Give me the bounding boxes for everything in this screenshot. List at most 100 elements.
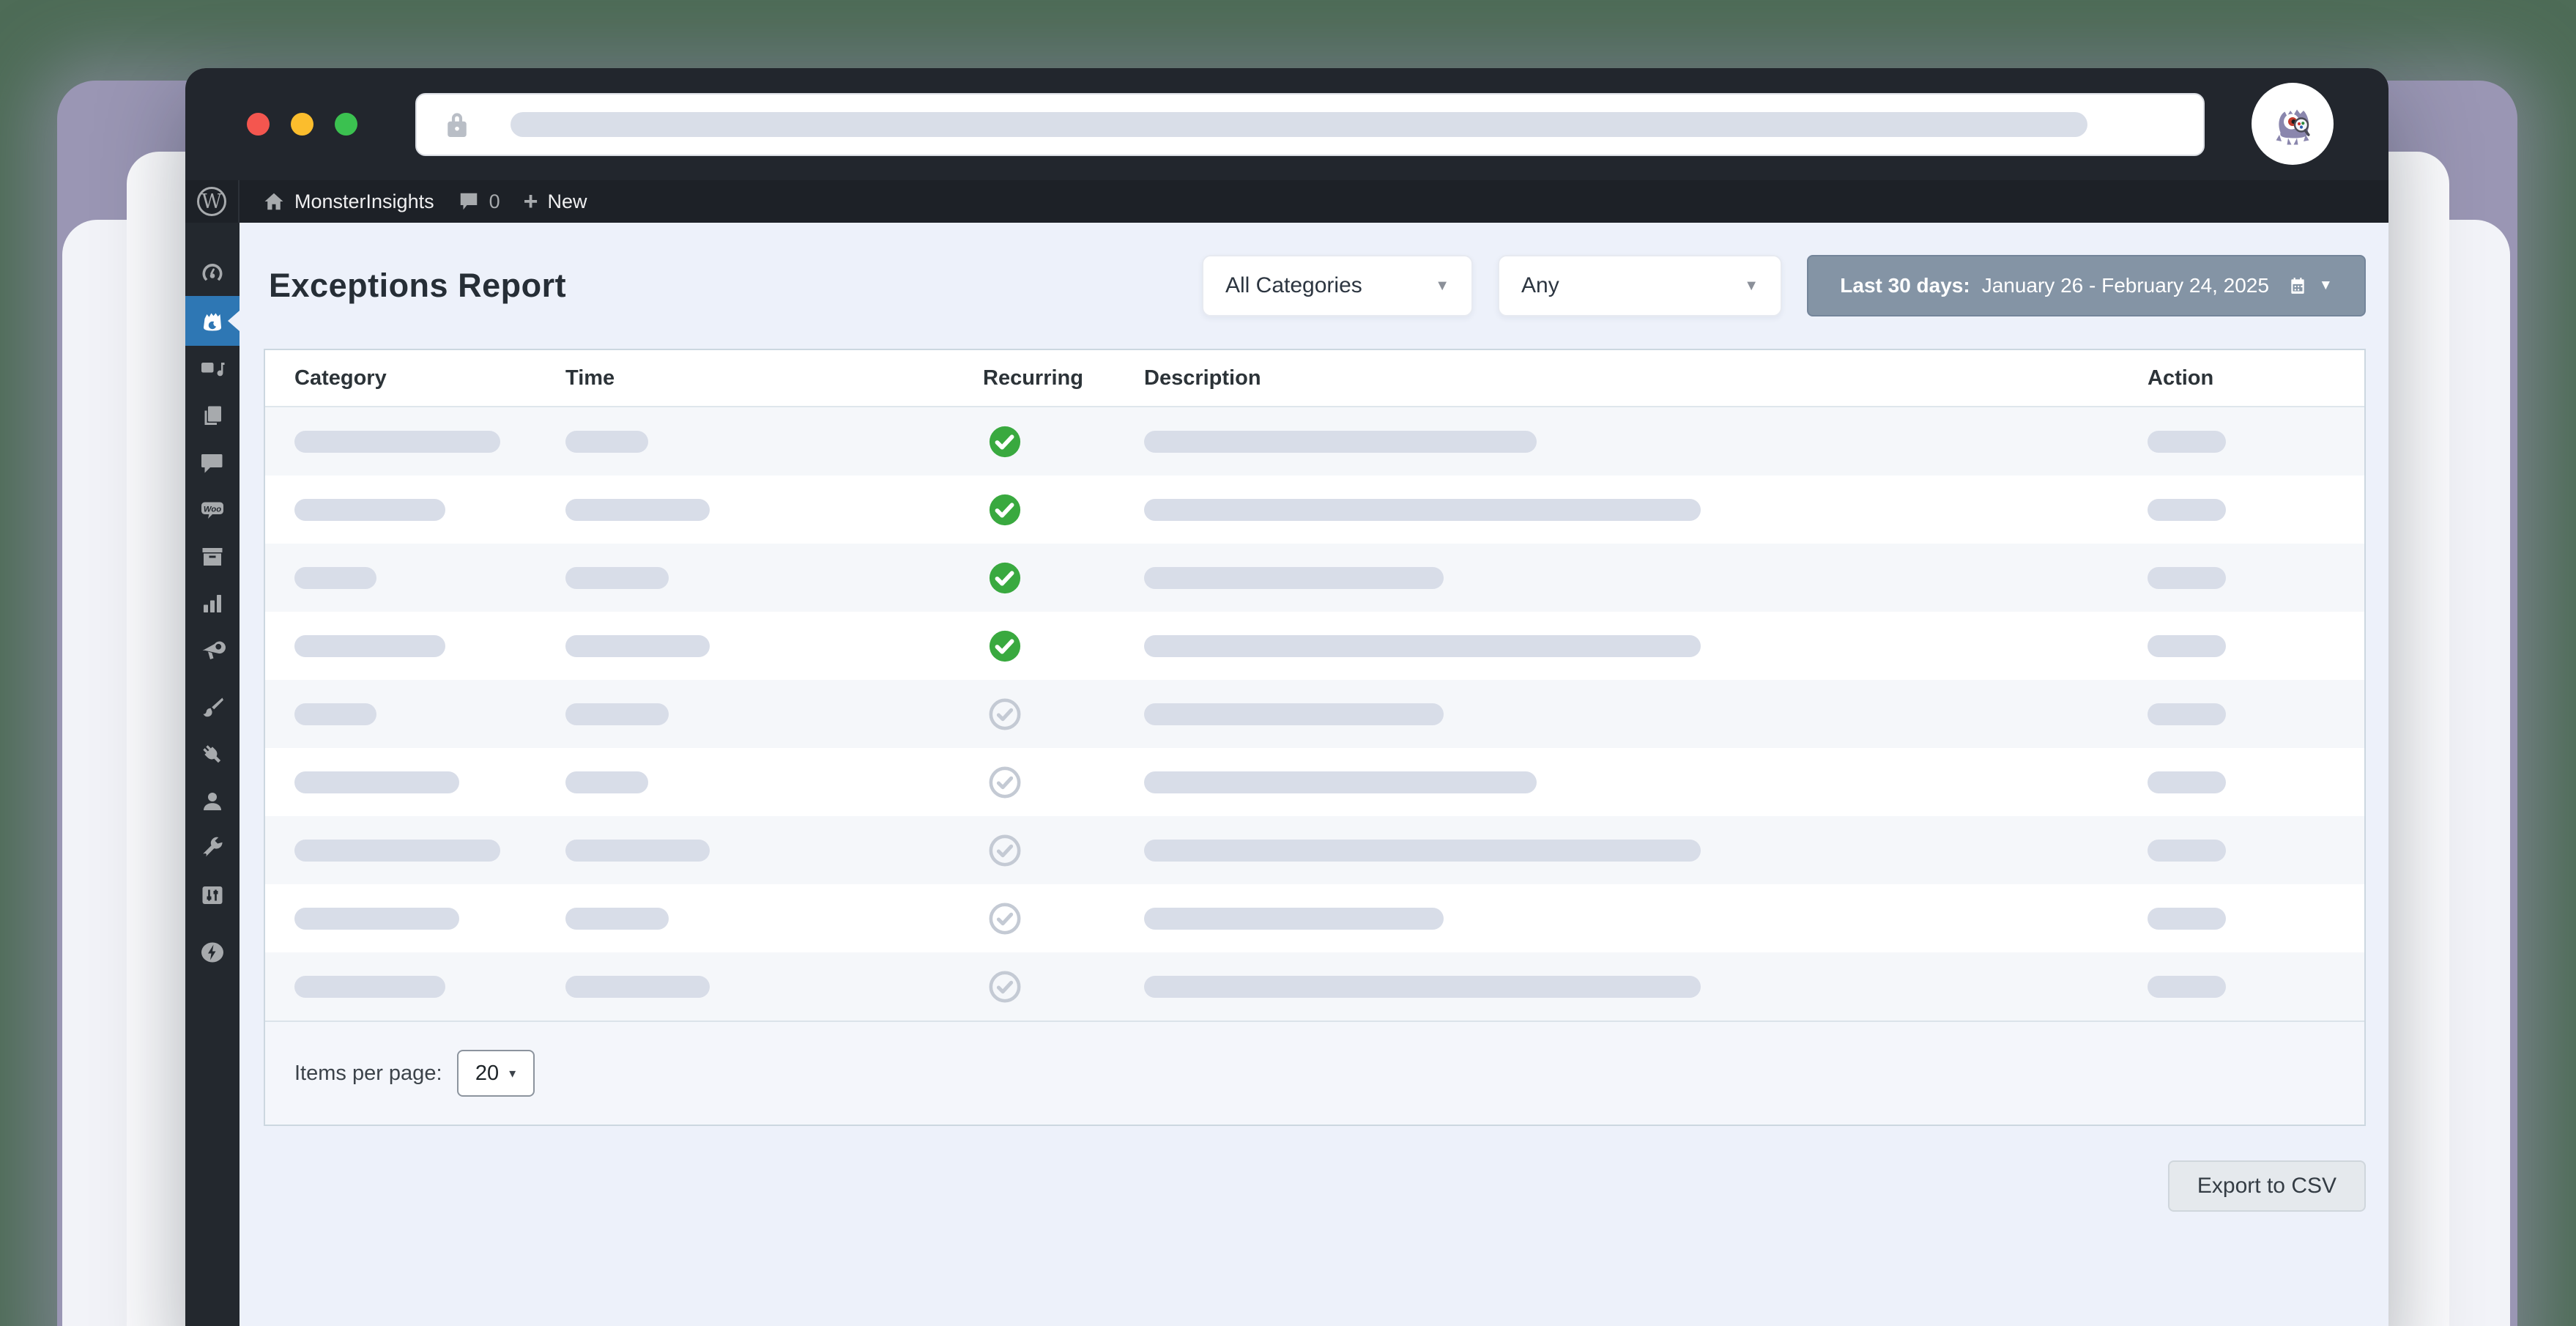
- not-recurring-check-icon: [989, 766, 1021, 798]
- admin-bar-new[interactable]: + New: [524, 189, 587, 214]
- plus-icon: +: [523, 188, 538, 215]
- category-placeholder: [294, 771, 459, 793]
- action-placeholder: [2148, 975, 2226, 998]
- table-row: [265, 680, 2364, 748]
- time-placeholder: [565, 498, 710, 521]
- admin-bar-comments[interactable]: 0: [458, 190, 500, 213]
- action-placeholder: [2148, 839, 2226, 862]
- wp-admin-sidebar: Woo: [185, 223, 240, 1326]
- comment-icon: [460, 193, 477, 210]
- sidebar-item-monsterinsights[interactable]: [185, 296, 240, 346]
- items-per-page-select[interactable]: 20 ▾: [456, 1050, 535, 1097]
- time-placeholder: [565, 771, 648, 793]
- sidebar-item-dashboard[interactable]: [185, 249, 240, 296]
- zoom-window-button[interactable]: [335, 113, 357, 136]
- description-placeholder: [1144, 634, 1701, 657]
- action-placeholder: [2148, 703, 2226, 725]
- description-placeholder: [1144, 703, 1444, 725]
- svg-text:Woo: Woo: [204, 505, 221, 514]
- recurring-check-icon: [989, 426, 1021, 457]
- table-header: Category Time Recurring Description Acti…: [265, 350, 2364, 407]
- report-filters: All Categories ▼ Any ▼ Last 30 days: Jan…: [1202, 255, 2366, 316]
- exceptions-table: Category Time Recurring Description Acti…: [264, 349, 2366, 1126]
- url-placeholder: [511, 112, 2087, 137]
- comments-icon: [201, 454, 223, 473]
- sidebar-item-tools[interactable]: [185, 825, 240, 872]
- wp-logo-menu[interactable]: W: [185, 180, 240, 223]
- description-placeholder: [1144, 498, 1701, 521]
- column-header-description: Description: [1144, 366, 1261, 390]
- sidebar-item-bolt[interactable]: [185, 929, 240, 976]
- category-placeholder: [294, 566, 376, 589]
- chevron-down-icon: ▼: [1744, 277, 1759, 294]
- category-filter-value: All Categories: [1225, 273, 1362, 297]
- sidebar-item-comments[interactable]: [185, 440, 240, 486]
- pages-icon: [204, 406, 221, 425]
- sidebar-item-appearance[interactable]: [185, 684, 240, 731]
- new-label: New: [547, 190, 587, 212]
- not-recurring-check-icon: [989, 834, 1021, 866]
- marketing-icon: [202, 641, 226, 659]
- description-placeholder: [1144, 839, 1701, 862]
- type-filter-select[interactable]: Any ▼: [1498, 255, 1782, 316]
- items-per-page-value: 20: [475, 1061, 500, 1085]
- table-row: [265, 884, 2364, 952]
- media-icon: [201, 363, 225, 377]
- dashboard-icon: [202, 264, 223, 281]
- settings-icon: [202, 886, 223, 904]
- description-placeholder: [1144, 975, 1701, 998]
- sidebar-item-settings[interactable]: [185, 872, 240, 919]
- sidebar-item-marketing[interactable]: [185, 627, 240, 674]
- time-placeholder: [565, 975, 710, 998]
- wp-admin-bar: W MonsterInsights 0 + New: [185, 180, 2388, 223]
- table-row: [265, 748, 2364, 816]
- comments-count: 0: [489, 190, 500, 212]
- calendar-icon: [2291, 278, 2304, 294]
- monsterinsights-icon: [204, 313, 221, 331]
- close-window-button[interactable]: [247, 113, 270, 136]
- category-placeholder: [294, 430, 500, 453]
- site-name: MonsterInsights: [294, 190, 434, 212]
- sidebar-item-woocommerce[interactable]: Woo: [185, 486, 240, 533]
- sidebar-item-plugins[interactable]: [185, 731, 240, 778]
- sidebar-item-products[interactable]: [185, 533, 240, 580]
- sidebar-item-pages[interactable]: [185, 393, 240, 440]
- chevron-down-icon: ▾: [509, 1065, 516, 1081]
- browser-profile-avatar[interactable]: [2252, 83, 2334, 165]
- wordpress-logo-icon: W: [197, 187, 226, 216]
- export-to-csv-button[interactable]: Export to CSV: [2167, 1160, 2366, 1212]
- column-header-time: Time: [565, 366, 615, 390]
- table-row: [265, 952, 2364, 1021]
- woocommerce-icon: Woo: [201, 502, 223, 519]
- sidebar-item-analytics[interactable]: [185, 580, 240, 627]
- chevron-down-icon: ▼: [1435, 277, 1450, 294]
- url-bar[interactable]: [415, 93, 2205, 156]
- description-placeholder: [1144, 430, 1537, 453]
- category-placeholder: [294, 975, 445, 998]
- appearance-icon: [203, 697, 223, 717]
- action-placeholder: [2148, 907, 2226, 930]
- minimize-window-button[interactable]: [291, 113, 313, 136]
- time-placeholder: [565, 430, 648, 453]
- users-icon: [204, 793, 221, 810]
- export-row: Export to CSV: [264, 1160, 2366, 1212]
- category-filter-select[interactable]: All Categories ▼: [1202, 255, 1473, 316]
- table-row: [265, 407, 2364, 475]
- sidebar-item-users[interactable]: [185, 778, 240, 825]
- date-range-button[interactable]: Last 30 days: January 26 - February 24, …: [1807, 255, 2366, 316]
- browser-window: W MonsterInsights 0 + New Woo Exceptions…: [185, 68, 2388, 1326]
- not-recurring-check-icon: [989, 971, 1021, 1002]
- recurring-check-icon: [989, 494, 1021, 525]
- workspace: Woo Exceptions Report All Categories ▼ A…: [185, 223, 2388, 1326]
- recurring-check-icon: [989, 562, 1021, 593]
- admin-bar-site-link[interactable]: MonsterInsights: [263, 190, 434, 213]
- bolt-icon: [201, 942, 223, 963]
- items-per-page-label: Items per page:: [294, 1061, 442, 1085]
- sidebar-item-media[interactable]: [185, 346, 240, 393]
- table-row: [265, 612, 2364, 680]
- date-range-value: January 26 - February 24, 2025: [1981, 274, 2269, 297]
- action-placeholder: [2148, 566, 2226, 589]
- description-placeholder: [1144, 771, 1537, 793]
- action-placeholder: [2148, 771, 2226, 793]
- home-icon: [264, 193, 283, 210]
